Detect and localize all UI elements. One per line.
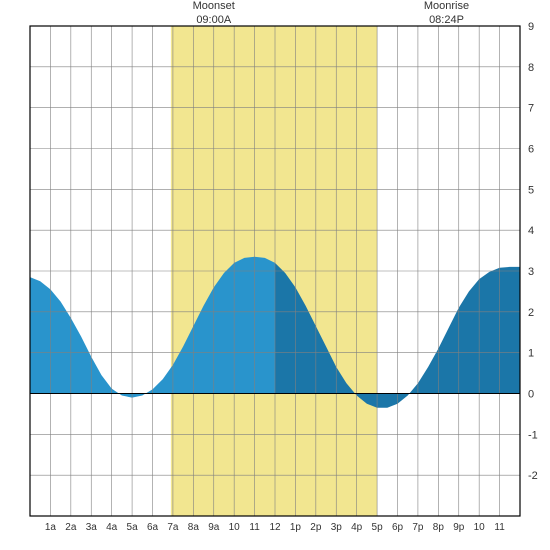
y-tick-label: 6 — [528, 144, 534, 156]
x-tick-label: 3p — [331, 522, 343, 533]
x-tick-label: 5p — [372, 522, 384, 533]
x-tick-label: 4p — [351, 522, 363, 533]
x-tick-label: 6a — [147, 522, 159, 533]
x-tick-label: 11 — [494, 522, 505, 533]
y-tick-label: 5 — [528, 184, 534, 196]
moonrise-title: Moonrise — [417, 0, 477, 14]
x-tick-label: 9p — [453, 522, 465, 533]
x-tick-label: 4a — [106, 522, 118, 533]
y-tick-label: -2 — [528, 470, 538, 482]
x-tick-label: 11 — [249, 522, 260, 533]
x-tick-label: 8a — [188, 522, 200, 533]
x-tick-label: 6p — [392, 522, 404, 533]
y-tick-label: 2 — [528, 307, 534, 319]
y-tick-label: 8 — [528, 62, 534, 74]
moonset-title: Moonset — [184, 0, 244, 14]
x-tick-label: 8p — [433, 522, 445, 533]
x-tick-label: 10 — [474, 522, 486, 533]
y-tick-label: 0 — [528, 389, 534, 401]
x-tick-label: 3a — [86, 522, 98, 533]
tide-chart: 1a2a3a4a5a6a7a8a9a1011121p2p3p4p5p6p7p8p… — [0, 0, 550, 550]
x-tick-label: 7p — [412, 522, 424, 533]
chart-svg: 1a2a3a4a5a6a7a8a9a1011121p2p3p4p5p6p7p8p… — [0, 0, 550, 550]
x-tick-label: 7a — [167, 522, 179, 533]
x-tick-label: 5a — [127, 522, 139, 533]
y-tick-label: 1 — [528, 348, 534, 360]
moonrise-annotation: Moonrise 08:24P — [417, 0, 477, 28]
x-tick-label: 12 — [269, 522, 281, 533]
x-tick-label: 2a — [65, 522, 77, 533]
moonrise-time: 08:24P — [417, 14, 477, 28]
x-tick-label: 2p — [310, 522, 322, 533]
x-tick-label: 1p — [290, 522, 302, 533]
y-tick-label: 3 — [528, 266, 534, 278]
x-tick-label: 10 — [229, 522, 241, 533]
x-tick-label: 9a — [208, 522, 220, 533]
y-tick-label: 9 — [528, 21, 534, 33]
moonset-time: 09:00A — [184, 14, 244, 28]
y-tick-label: -1 — [528, 429, 538, 441]
y-tick-label: 4 — [528, 225, 534, 237]
y-tick-label: 7 — [528, 103, 534, 115]
moonset-annotation: Moonset 09:00A — [184, 0, 244, 28]
x-tick-label: 1a — [45, 522, 57, 533]
